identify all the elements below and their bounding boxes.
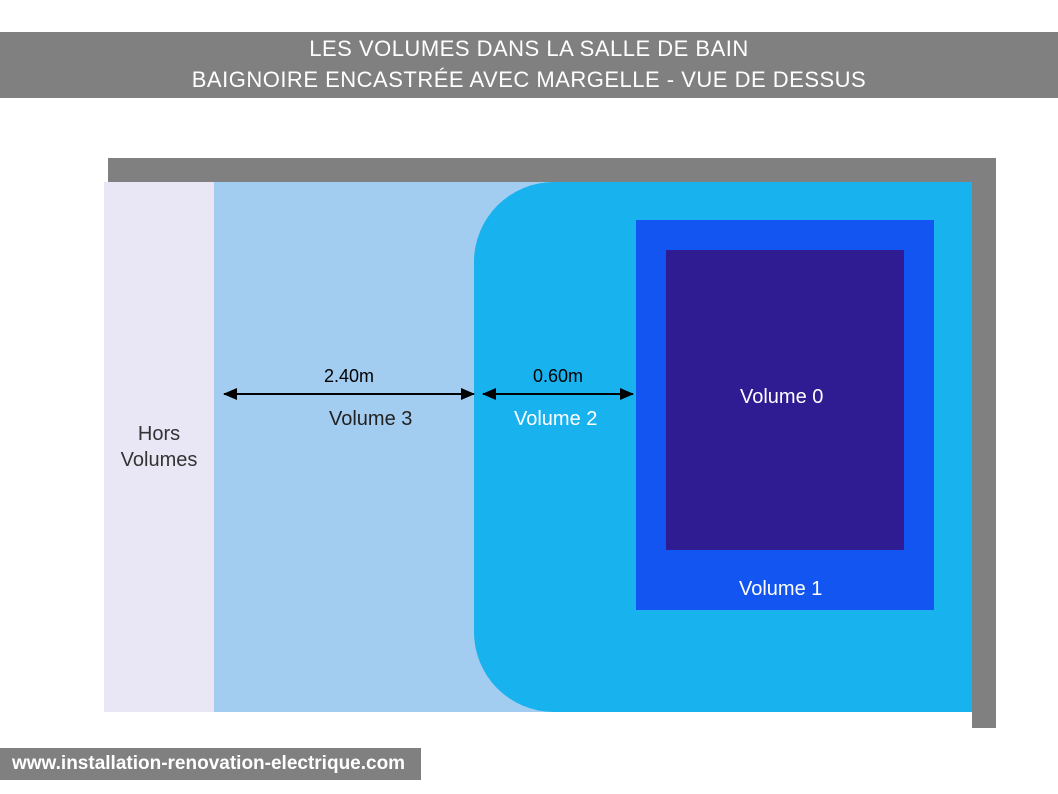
zone-hors-volumes-label: Hors Volumes (121, 421, 198, 473)
dimension-arrow-240 (224, 393, 474, 395)
zone-hors-volumes: Hors Volumes (104, 182, 214, 712)
dimension-label-060: 0.60m (533, 366, 583, 387)
zone-volume-1-label: Volume 1 (739, 578, 822, 601)
zone-volume-2-label: Volume 2 (514, 408, 597, 431)
footer-text: www.installation-renovation-electrique.c… (12, 753, 405, 775)
diagram-area: Hors Volumes Volume 3 Volume 2 Volume 1 … (104, 158, 996, 728)
header-bar: LES VOLUMES DANS LA SALLE DE BAIN BAIGNO… (0, 32, 1058, 98)
dimension-label-240: 2.40m (324, 366, 374, 387)
dimension-arrow-060 (483, 393, 633, 395)
header-line-1: LES VOLUMES DANS LA SALLE DE BAIN (309, 34, 749, 65)
wall-right (972, 158, 996, 728)
zone-volume-3-label: Volume 3 (329, 408, 412, 431)
header-line-2: BAIGNOIRE ENCASTRÉE AVEC MARGELLE - VUE … (192, 65, 866, 96)
zone-volume-0-label: Volume 0 (740, 386, 823, 409)
footer-bar: www.installation-renovation-electrique.c… (0, 748, 421, 780)
wall-top (108, 158, 996, 182)
